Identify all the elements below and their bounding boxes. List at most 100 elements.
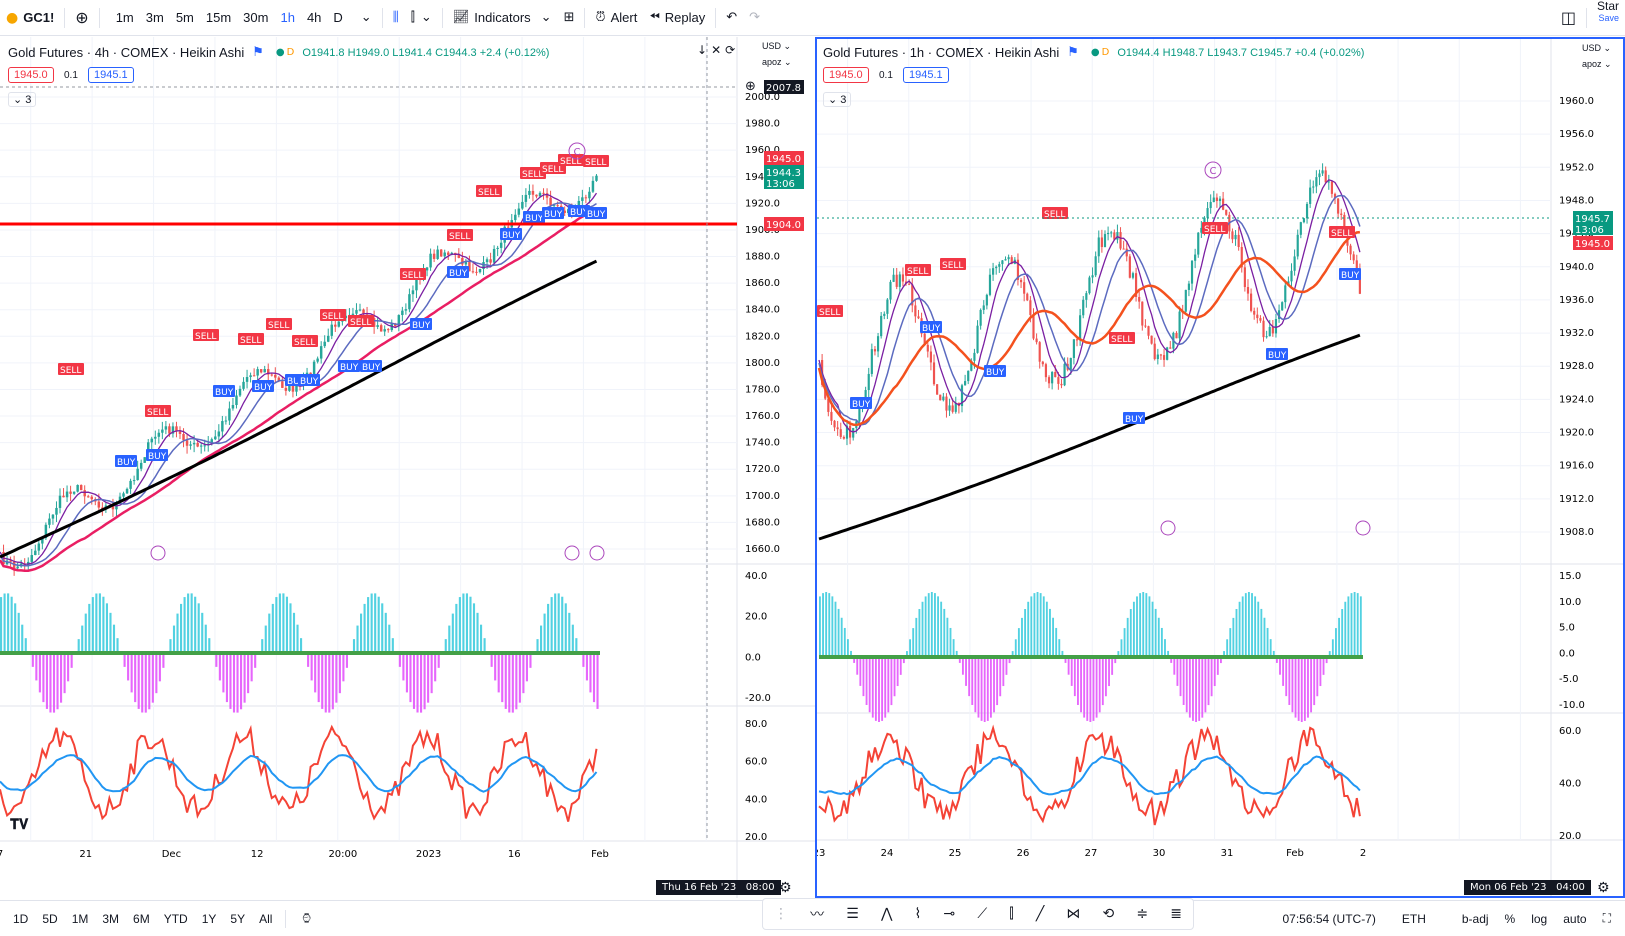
arrow-down-icon[interactable]: ↓: [697, 43, 708, 57]
expand-icon[interactable]: ⛶: [1602, 911, 1611, 925]
auto-toggle[interactable]: auto: [1563, 911, 1587, 926]
interval-1m[interactable]: 1m: [115, 10, 134, 25]
candle-type-button[interactable]: ⫿ ⌄: [405, 0, 438, 36]
candle-body: [1162, 355, 1166, 360]
hline-tool-icon[interactable]: ⊸: [943, 906, 956, 922]
session-toggle[interactable]: ETH: [1401, 911, 1426, 926]
buy-signal-label: BUY: [449, 269, 468, 279]
chart-panel-right[interactable]: 1960.01956.01952.01948.01944.01940.01936…: [815, 37, 1625, 898]
osc-bar: [360, 613, 363, 653]
range-6m[interactable]: 6M: [133, 911, 150, 926]
osc-bar: [1052, 617, 1055, 657]
spread-label: 0.1: [879, 70, 893, 81]
interval-3m[interactable]: 3m: [145, 10, 164, 25]
layout-toggle-button[interactable]: ◫: [1555, 0, 1582, 36]
chart-canvas-right[interactable]: 1960.01956.01952.01948.01944.01940.01936…: [817, 39, 1623, 896]
candle-body: [228, 408, 231, 421]
ray-icon[interactable]: ⟋: [977, 906, 988, 922]
layouts-button[interactable]: ⊞: [558, 0, 581, 36]
chart-type-button[interactable]: ⫼: [387, 0, 405, 36]
range-1m[interactable]: 1M: [71, 911, 89, 926]
chart-canvas-left[interactable]: 2000.0 1980.0 1960.0 1940.0 1920.0 1900.0 1880…: [0, 37, 815, 898]
sell-price-button[interactable]: 1945.0: [8, 67, 54, 83]
compare-button[interactable]: ⊕: [69, 0, 94, 36]
interval-D[interactable]: D: [333, 10, 343, 25]
buy-signal-tag: [213, 385, 235, 397]
indicators-collapse-button[interactable]: ⌄ 3: [8, 92, 37, 107]
range-1d[interactable]: 1D: [13, 911, 29, 926]
trendline-icon[interactable]: ╱: [1035, 906, 1045, 922]
indicators-button[interactable]: 📈︎ Indicators ⌄: [447, 0, 558, 36]
range-5y[interactable]: 5Y: [230, 911, 246, 926]
badj-toggle[interactable]: b-adj: [1461, 911, 1489, 926]
redo-button[interactable]: ↷: [743, 0, 766, 36]
osc-bar: [859, 657, 862, 686]
buy-price-button[interactable]: 1945.1: [88, 67, 134, 83]
currency-select[interactable]: USD ⌄: [762, 41, 792, 51]
candle-body: [1234, 234, 1237, 240]
buy-signal-tag: [146, 449, 168, 461]
currency-select[interactable]: USD ⌄: [1582, 43, 1612, 53]
fib-icon[interactable]: ☰: [846, 906, 859, 922]
elliott-wave-icon[interactable]: 〰: [810, 907, 825, 923]
osc-bar: [187, 593, 190, 653]
unit-select[interactable]: apoz ⌄: [1582, 59, 1612, 69]
spiral-icon[interactable]: ⟲: [1102, 906, 1115, 922]
replay-button[interactable]: ⏪︎ Replay: [643, 0, 711, 36]
osc-bar: [292, 612, 296, 653]
candle-body: [1197, 232, 1200, 255]
xabcd-icon[interactable]: ⋈: [1066, 906, 1081, 922]
candle-body: [1265, 336, 1268, 338]
unit-select[interactable]: apoz ⌄: [762, 57, 792, 67]
crosshair-date: Mon 06 Feb '23: [1470, 882, 1547, 893]
settings-gear-icon[interactable]: ⚙: [779, 880, 792, 896]
close-icon[interactable]: ✕: [711, 43, 722, 57]
chart-panel-left[interactable]: 2000.0 1980.0 1960.0 1940.0 1920.0 1900.0 1880…: [0, 37, 815, 898]
interval-1h[interactable]: 1h: [280, 10, 295, 25]
regression-icon[interactable]: ≣: [1170, 906, 1182, 922]
log-toggle[interactable]: log: [1531, 911, 1548, 926]
buy-price-button[interactable]: 1945.1: [903, 67, 949, 83]
osc-bar: [1030, 596, 1033, 657]
date-range-icon[interactable]: ⌚︎: [300, 912, 314, 927]
interval-30m[interactable]: 30m: [243, 10, 269, 25]
osc-bar: [271, 603, 274, 653]
indicators-collapse-button[interactable]: ⌄ 3: [823, 92, 852, 107]
range-3m[interactable]: 3M: [102, 911, 120, 926]
save-button[interactable]: Star Save: [1591, 0, 1625, 36]
alarm-clock-icon: ⏰︎: [595, 10, 606, 25]
crosshair-price-tag: [764, 80, 804, 94]
range-all[interactable]: All: [259, 911, 273, 926]
range-1y[interactable]: 1Y: [201, 911, 217, 926]
osc-bar: [1244, 593, 1247, 657]
interval-4h[interactable]: 4h: [306, 10, 322, 25]
drag-handle-icon[interactable]: ⋮: [774, 906, 789, 922]
candle-body: [521, 201, 524, 209]
interval-5m[interactable]: 5m: [175, 10, 194, 25]
symbol-search[interactable]: ● GC1!: [0, 0, 60, 36]
candle-body: [1302, 218, 1306, 223]
refresh-icon[interactable]: ⟳: [725, 43, 736, 57]
percent-toggle[interactable]: %: [1504, 911, 1516, 926]
osc-bar: [137, 653, 140, 709]
range-5d[interactable]: 5D: [42, 911, 58, 926]
add-alert-icon[interactable]: ⊕: [745, 79, 756, 94]
sell-price-button[interactable]: 1945.0: [823, 67, 869, 83]
range-ytd[interactable]: YTD: [163, 911, 188, 926]
pattern-icon[interactable]: ⋀: [880, 906, 893, 922]
osc-bar: [557, 593, 560, 653]
price-axis-label: 1800.0: [745, 358, 780, 369]
candle-body: [1044, 364, 1048, 378]
sell-signal-label: SELL: [449, 232, 470, 242]
parallel-channel-icon[interactable]: ≑: [1136, 906, 1149, 922]
interval-15m[interactable]: 15m: [205, 10, 232, 25]
settings-gear-icon[interactable]: ⚙: [1597, 880, 1610, 896]
price-axis-label: 1928.0: [1559, 361, 1594, 372]
alert-button[interactable]: ⏰︎ Alert: [589, 0, 643, 36]
interval-dropdown[interactable]: ⌄: [355, 0, 378, 36]
gann-icon[interactable]: ⌇: [914, 906, 922, 922]
candle-body: [196, 442, 199, 447]
pitchfork-icon[interactable]: ⫿: [1009, 906, 1014, 922]
undo-button[interactable]: ↶: [720, 0, 743, 36]
hline-price-label: 1904.0: [766, 220, 801, 231]
